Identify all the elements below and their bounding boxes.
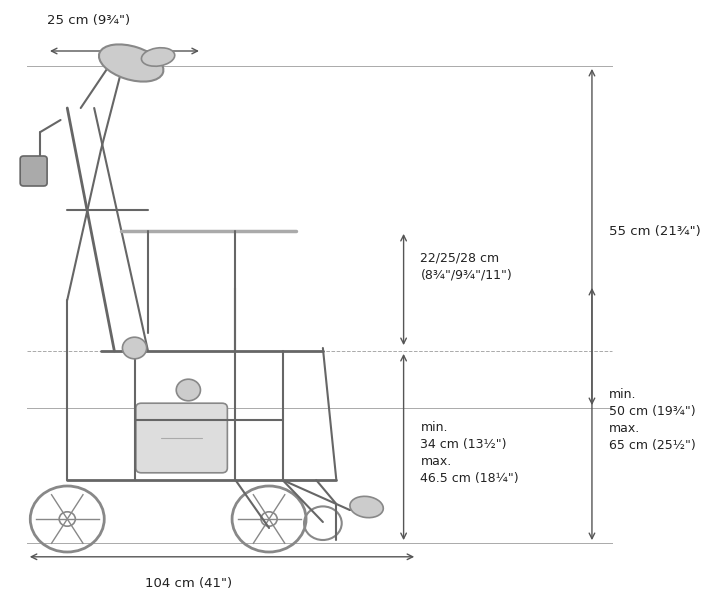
Text: 104 cm (41"): 104 cm (41")	[145, 577, 232, 590]
Text: min.
34 cm (13½")
max.
46.5 cm (18¼"): min. 34 cm (13½") max. 46.5 cm (18¼")	[420, 421, 519, 485]
FancyBboxPatch shape	[20, 156, 47, 186]
Text: 25 cm (9¾"): 25 cm (9¾")	[47, 14, 130, 27]
Text: 55 cm (21¾"): 55 cm (21¾")	[609, 224, 701, 238]
Ellipse shape	[99, 44, 163, 82]
Ellipse shape	[142, 48, 174, 66]
Text: min.
50 cm (19¾")
max.
65 cm (25½"): min. 50 cm (19¾") max. 65 cm (25½")	[609, 388, 696, 452]
Circle shape	[122, 337, 147, 359]
Ellipse shape	[350, 496, 383, 518]
Text: 22/25/28 cm
(8¾"/9¾"/11"): 22/25/28 cm (8¾"/9¾"/11")	[420, 252, 512, 282]
Circle shape	[177, 379, 201, 401]
FancyBboxPatch shape	[136, 403, 227, 473]
